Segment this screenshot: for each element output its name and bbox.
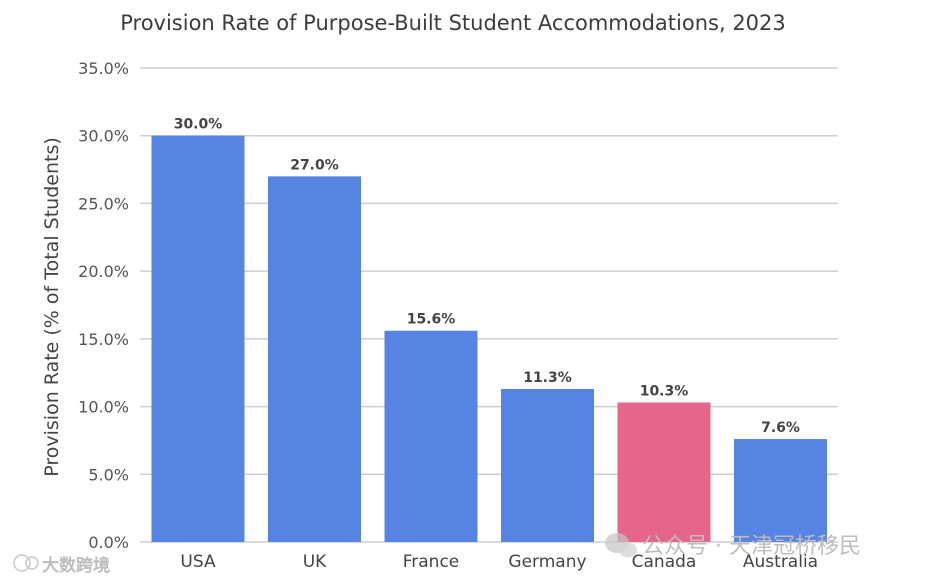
watermark-left-text: 大数跨境 — [42, 555, 110, 576]
data-label-germany: 11.3% — [523, 370, 572, 386]
data-label-canada: 10.3% — [640, 384, 689, 400]
data-label-australia: 7.6% — [761, 420, 800, 436]
y-tick-label: 5.0% — [88, 465, 129, 484]
x-axis-categories: USA UK France Germany Canada Australia — [180, 552, 818, 572]
watermark-left: 大数跨境 — [13, 554, 110, 576]
y-tick-label: 30.0% — [78, 127, 129, 146]
bar-australia — [734, 439, 827, 542]
x-tick-label-canada: Canada — [632, 552, 697, 572]
y-tick-label: 35.0% — [78, 59, 129, 78]
bar-canada — [617, 402, 711, 542]
watermark-right: 公众号 · 天津冠桥移民 — [605, 533, 861, 559]
bar-france — [384, 330, 478, 542]
data-label-uk: 27.0% — [290, 157, 339, 173]
y-axis-ticks: 0.0% 5.0% 10.0% 15.0% 20.0% 25.0% 30.0% 35.0% — [78, 59, 129, 552]
bar-uk — [268, 176, 361, 543]
x-tick-label-france: France — [403, 552, 460, 572]
x-tick-label-australia: Australia — [743, 552, 818, 572]
chart-title: Provision Rate of Purpose-Built Student … — [120, 11, 786, 35]
gridlines — [140, 67, 838, 543]
data-labels: 30.0% 27.0% 15.6% 11.3% 10.3% 7.6% — [174, 117, 800, 436]
data-label-usa: 30.0% — [174, 117, 223, 133]
bar-usa — [151, 135, 245, 542]
y-tick-label: 10.0% — [78, 398, 129, 417]
watermark-logo-icon — [13, 554, 31, 572]
y-tick-label: 20.0% — [78, 262, 129, 281]
y-axis-label: Provision Rate (% of Total Students) — [41, 137, 63, 477]
data-label-france: 15.6% — [407, 312, 456, 328]
bar-germany — [501, 388, 594, 542]
y-tick-label: 15.0% — [78, 330, 129, 349]
x-tick-label-usa: USA — [180, 552, 216, 572]
watermark-right-text: 公众号 · 天津冠桥移民 — [642, 534, 861, 559]
bars — [151, 135, 827, 543]
y-tick-label: 0.0% — [88, 533, 129, 552]
y-tick-label: 25.0% — [78, 194, 129, 213]
x-tick-label-uk: UK — [303, 552, 327, 572]
x-tick-label-germany: Germany — [508, 552, 586, 572]
